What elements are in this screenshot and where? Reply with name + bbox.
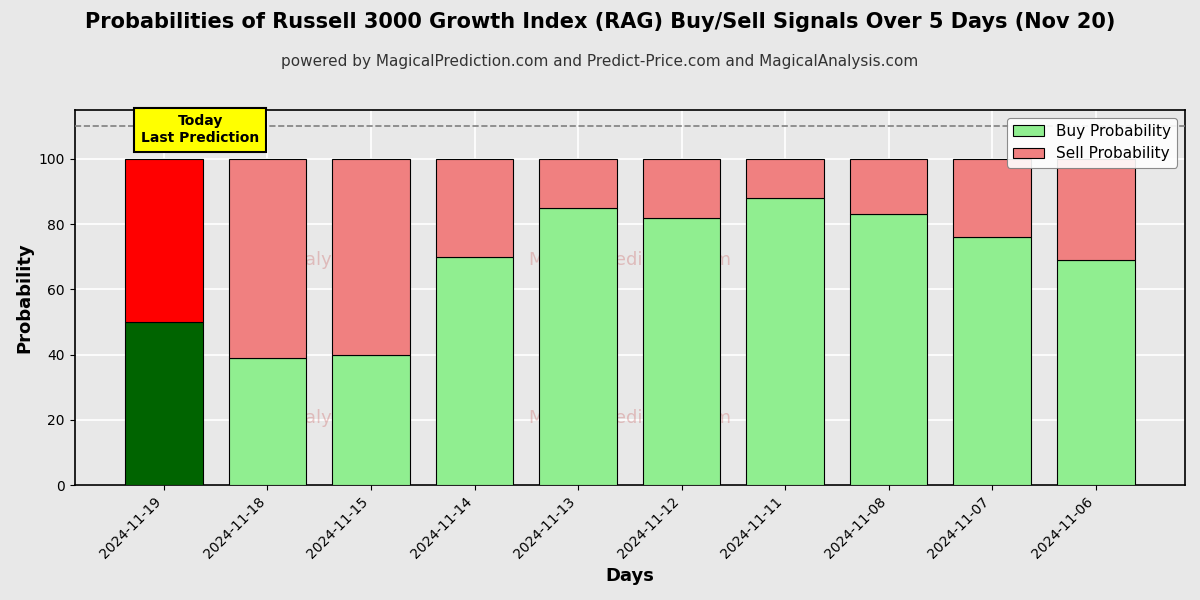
Bar (643, 218, 720, 485)
Y-axis label: Probability: Probability (16, 242, 34, 353)
Bar (953, 159, 1031, 237)
Text: calAnalysis.co: calAnalysis.co (256, 251, 383, 269)
Bar (539, 159, 617, 208)
Bar (125, 322, 203, 485)
Bar (746, 159, 824, 198)
Bar (1057, 159, 1134, 260)
Bar (953, 237, 1031, 485)
Legend: Buy Probability, Sell Probability: Buy Probability, Sell Probability (1007, 118, 1177, 167)
Text: Probabilities of Russell 3000 Growth Index (RAG) Buy/Sell Signals Over 5 Days (N: Probabilities of Russell 3000 Growth Ind… (85, 12, 1115, 32)
Bar (125, 159, 203, 322)
Bar (850, 214, 928, 485)
Text: MagicalPrediction.com: MagicalPrediction.com (528, 409, 731, 427)
Bar (332, 355, 410, 485)
Bar (229, 358, 306, 485)
X-axis label: Days: Days (605, 567, 654, 585)
Bar (436, 159, 514, 257)
Bar (850, 159, 928, 214)
Bar (643, 159, 720, 218)
Bar (539, 208, 617, 485)
Text: calAnalysis.co: calAnalysis.co (256, 409, 383, 427)
Text: powered by MagicalPrediction.com and Predict-Price.com and MagicalAnalysis.com: powered by MagicalPrediction.com and Pre… (281, 54, 919, 69)
Text: MagicalPrediction.com: MagicalPrediction.com (528, 251, 731, 269)
Bar (332, 159, 410, 355)
Bar (1057, 260, 1134, 485)
Bar (229, 159, 306, 358)
Text: Today
Last Prediction: Today Last Prediction (142, 115, 259, 145)
Bar (746, 198, 824, 485)
Bar (436, 257, 514, 485)
